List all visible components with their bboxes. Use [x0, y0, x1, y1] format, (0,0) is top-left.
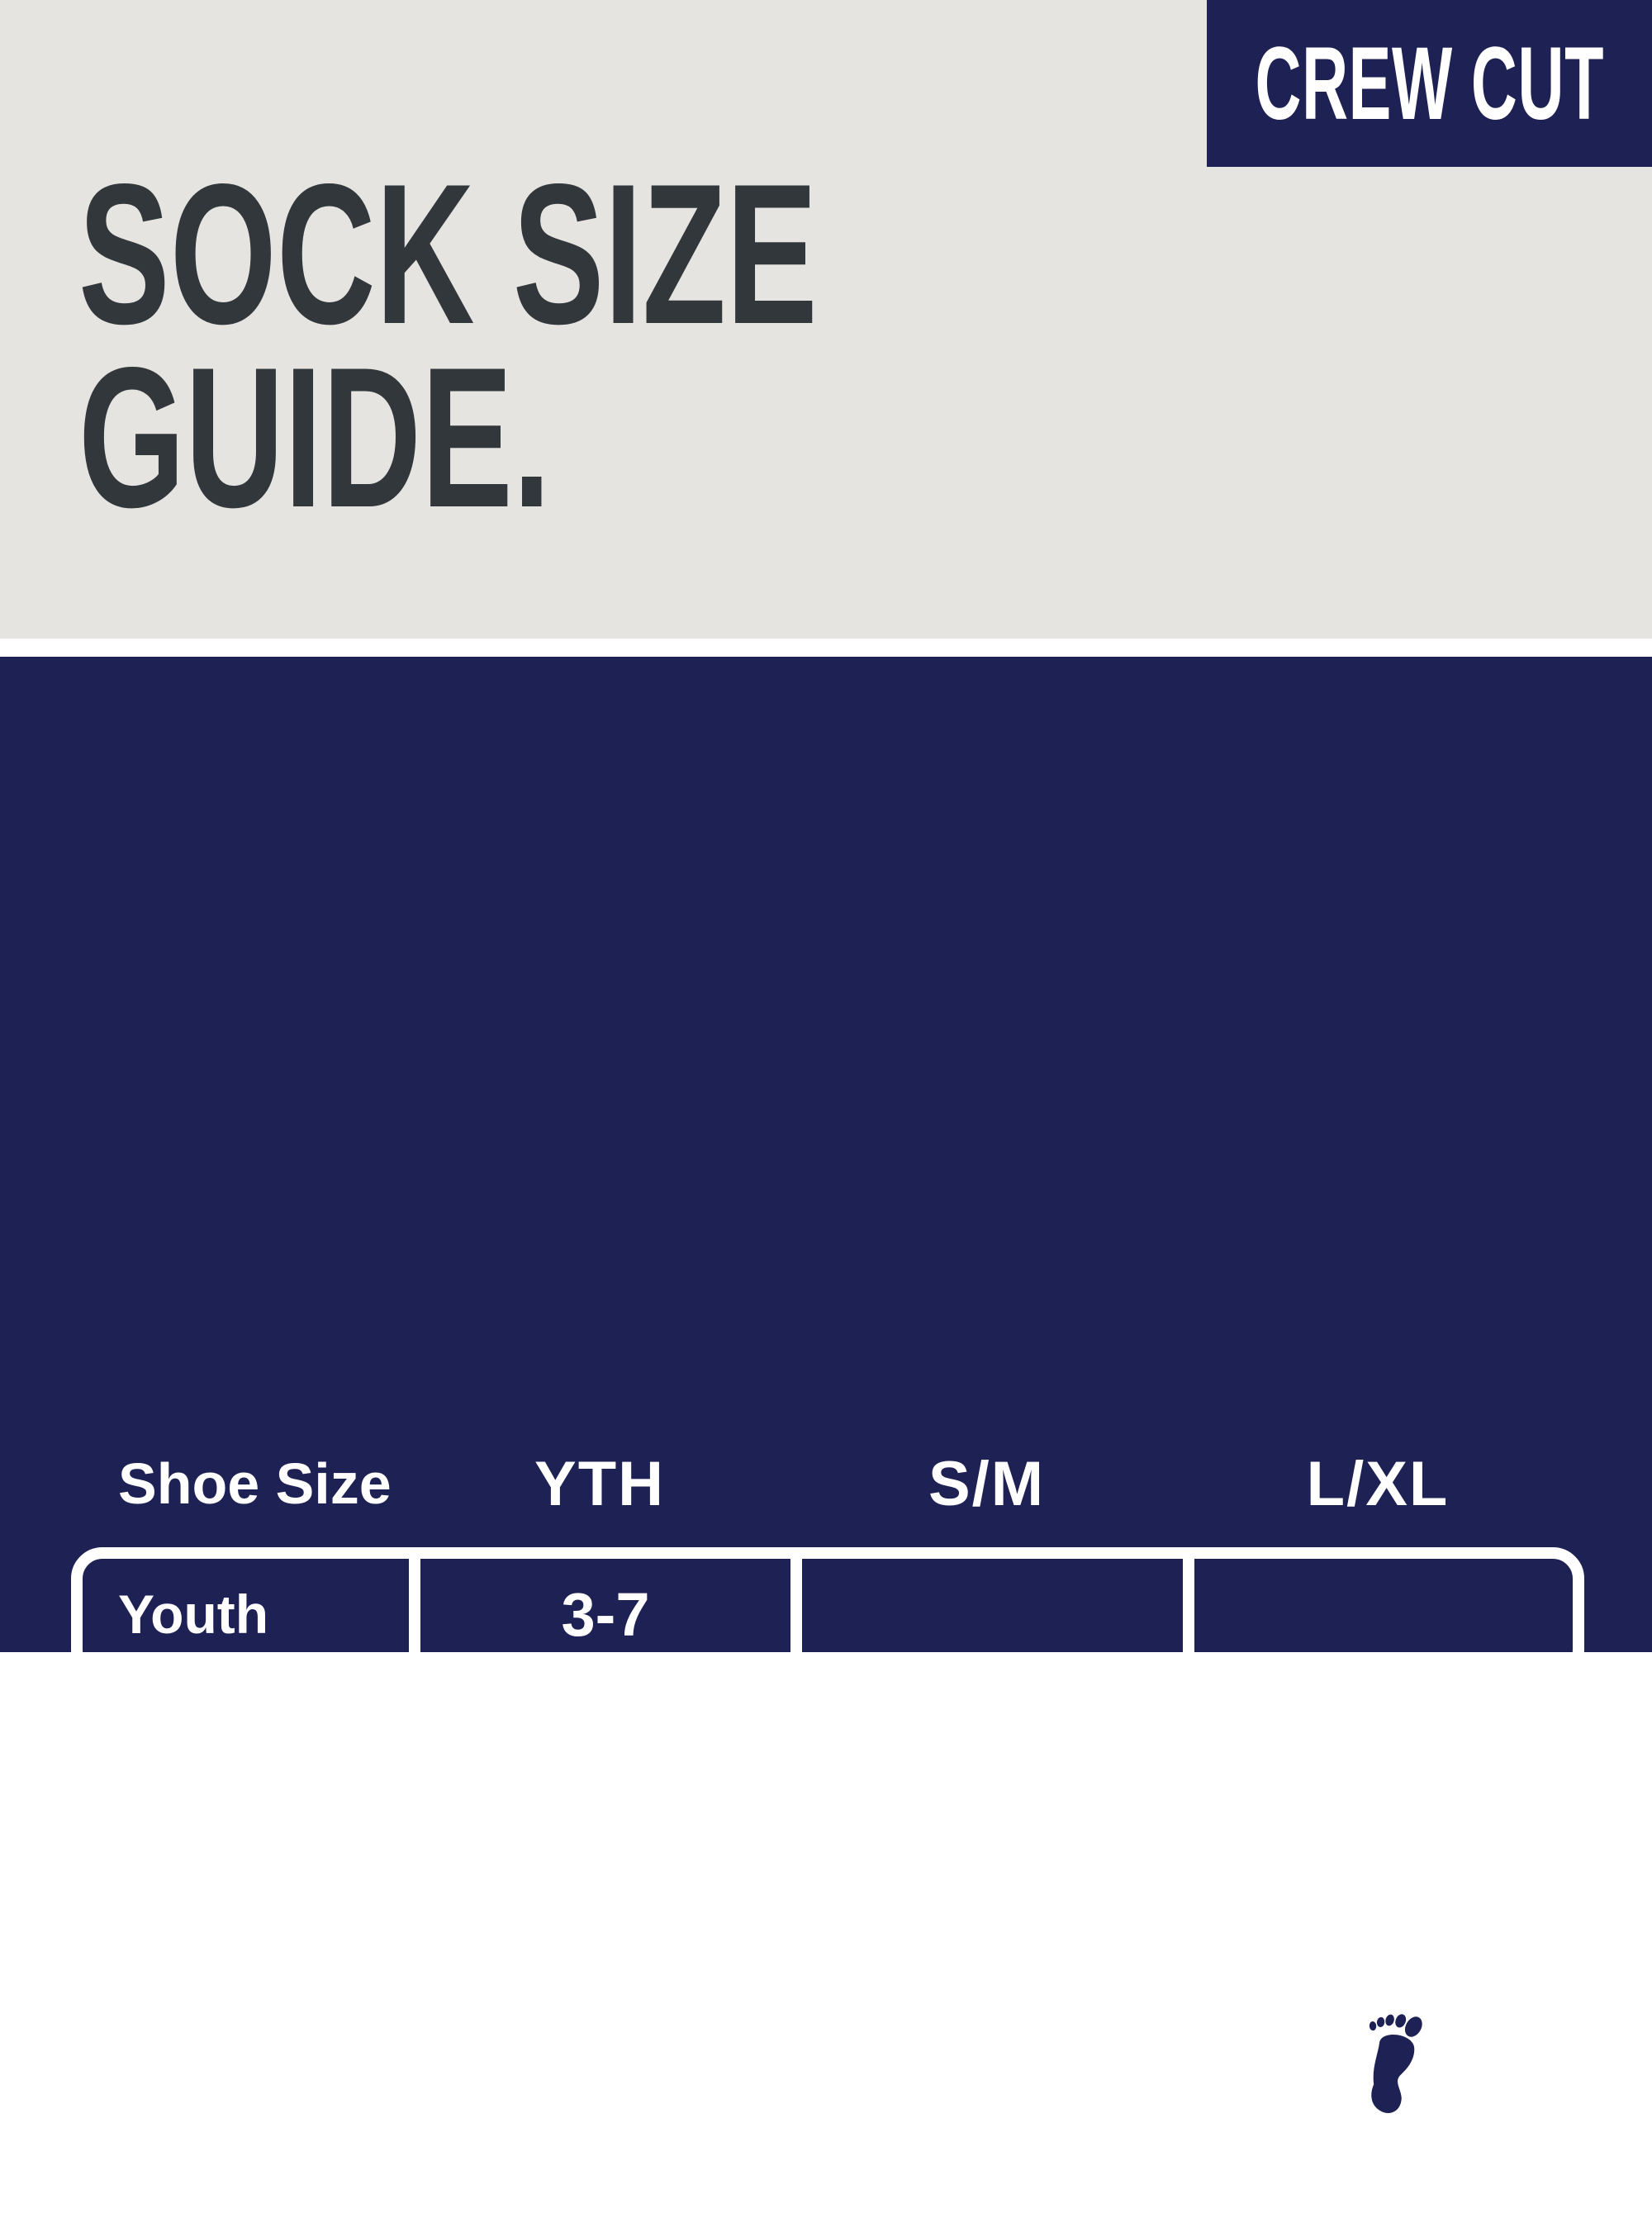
row-label-mens: Men’s [118, 1858, 271, 1919]
column-header-yth: YTH [534, 1448, 665, 1519]
table-row-mens: Men’s 8-10 11-13 [71, 1821, 1584, 1955]
cell-youth-lxl [1183, 1559, 1573, 1669]
cell-youth-sm [790, 1559, 1183, 1669]
cell-mens-lxl: 11-13 [1183, 1833, 1573, 1944]
page-title-line1: SOCK SIZE [78, 143, 818, 366]
brand-wordmark: FOR BARE FEET [1236, 2154, 1607, 2217]
crew-cut-badge: CREW CUT [1207, 0, 1652, 167]
size-chart-section: Shoe Size YTH S/M L/XL Youth 3-7 Women’s… [0, 657, 1652, 2217]
cell-womens-yth: 4-7 [409, 1696, 790, 1807]
crew-cut-badge-label: CREW CUT [1255, 26, 1604, 141]
table-row-youth: Youth 3-7 [71, 1547, 1584, 1681]
size-chart-header-row: Shoe Size YTH S/M L/XL [83, 1446, 1573, 1522]
cell-womens-sm: 8-10 [790, 1696, 1183, 1807]
footprint-icon [1325, 1997, 1459, 2130]
column-header-sm: S/M [928, 1448, 1046, 1519]
cell-mens-yth [409, 1833, 790, 1944]
row-label-youth: Youth [118, 1584, 269, 1645]
page-title: SOCK SIZE GUIDE. [78, 143, 818, 549]
column-header-shoe-size: Shoe Size [118, 1451, 392, 1516]
size-chart-table: Youth 3-7 Women’s 4-7 8-10 11-14 Men’s 8… [71, 1547, 1584, 1959]
cell-youth-yth: 3-7 [409, 1559, 790, 1669]
page-title-line2: GUIDE. [78, 326, 551, 549]
cell-mens-sm: 8-10 [790, 1833, 1183, 1944]
column-header-lxl: L/XL [1306, 1448, 1450, 1519]
row-label-womens: Women’s [118, 1721, 358, 1782]
cell-womens-lxl: 11-14 [1183, 1696, 1573, 1807]
table-row-womens: Women’s 4-7 8-10 11-14 [71, 1684, 1584, 1818]
